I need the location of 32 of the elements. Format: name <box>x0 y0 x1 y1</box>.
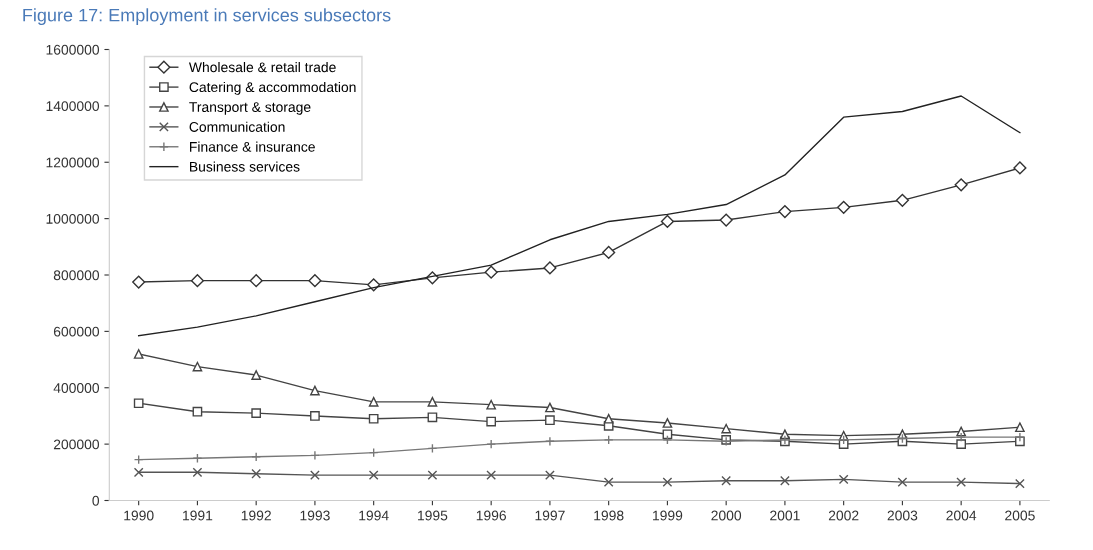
y-tick-label: 600000 <box>53 326 100 337</box>
x-tick-label: 2003 <box>887 510 918 521</box>
y-tick-label: 1000000 <box>46 213 100 224</box>
x-tick-label: 1998 <box>594 510 624 521</box>
y-tick-label: 400000 <box>53 383 100 393</box>
y-tick-label: 1200000 <box>46 157 100 168</box>
x-tick-label: 1996 <box>476 510 507 521</box>
y-tick-label: 1400000 <box>46 101 100 112</box>
x-tick-label: 1997 <box>535 510 565 521</box>
x-tick-label: 2000 <box>711 510 742 521</box>
x-tick-label: 1999 <box>653 510 683 521</box>
legend-label: Communication <box>189 121 285 132</box>
legend-label: Finance & insurance <box>190 141 315 152</box>
x-tick-label: 2002 <box>828 510 859 521</box>
y-tick-label: 200000 <box>53 439 100 450</box>
x-tick-label: 1995 <box>418 510 448 521</box>
x-tick-label: 2004 <box>946 510 977 521</box>
y-tick-label: 1600000 <box>46 44 100 55</box>
legend-label: Catering & accommodation <box>189 81 356 95</box>
x-tick-label: 1994 <box>359 510 389 521</box>
x-tick-label: 2005 <box>1005 510 1035 521</box>
chart-title: Figure 17: Employment in services subsectors <box>23 8 391 26</box>
x-tick-label: 2001 <box>770 510 800 521</box>
x-tick-label: 1990 <box>124 510 154 521</box>
legend-label: Wholesale & retail trade <box>188 62 336 73</box>
y-tick-label: 800000 <box>53 270 100 281</box>
legend-label: Transport & storage <box>189 102 311 115</box>
legend-label: Business services <box>190 161 300 172</box>
x-tick-label: 1992 <box>241 510 271 521</box>
y-tick-label: 0 <box>92 495 100 506</box>
x-tick-label: 1993 <box>300 510 330 521</box>
x-tick-label: 1991 <box>183 510 213 521</box>
